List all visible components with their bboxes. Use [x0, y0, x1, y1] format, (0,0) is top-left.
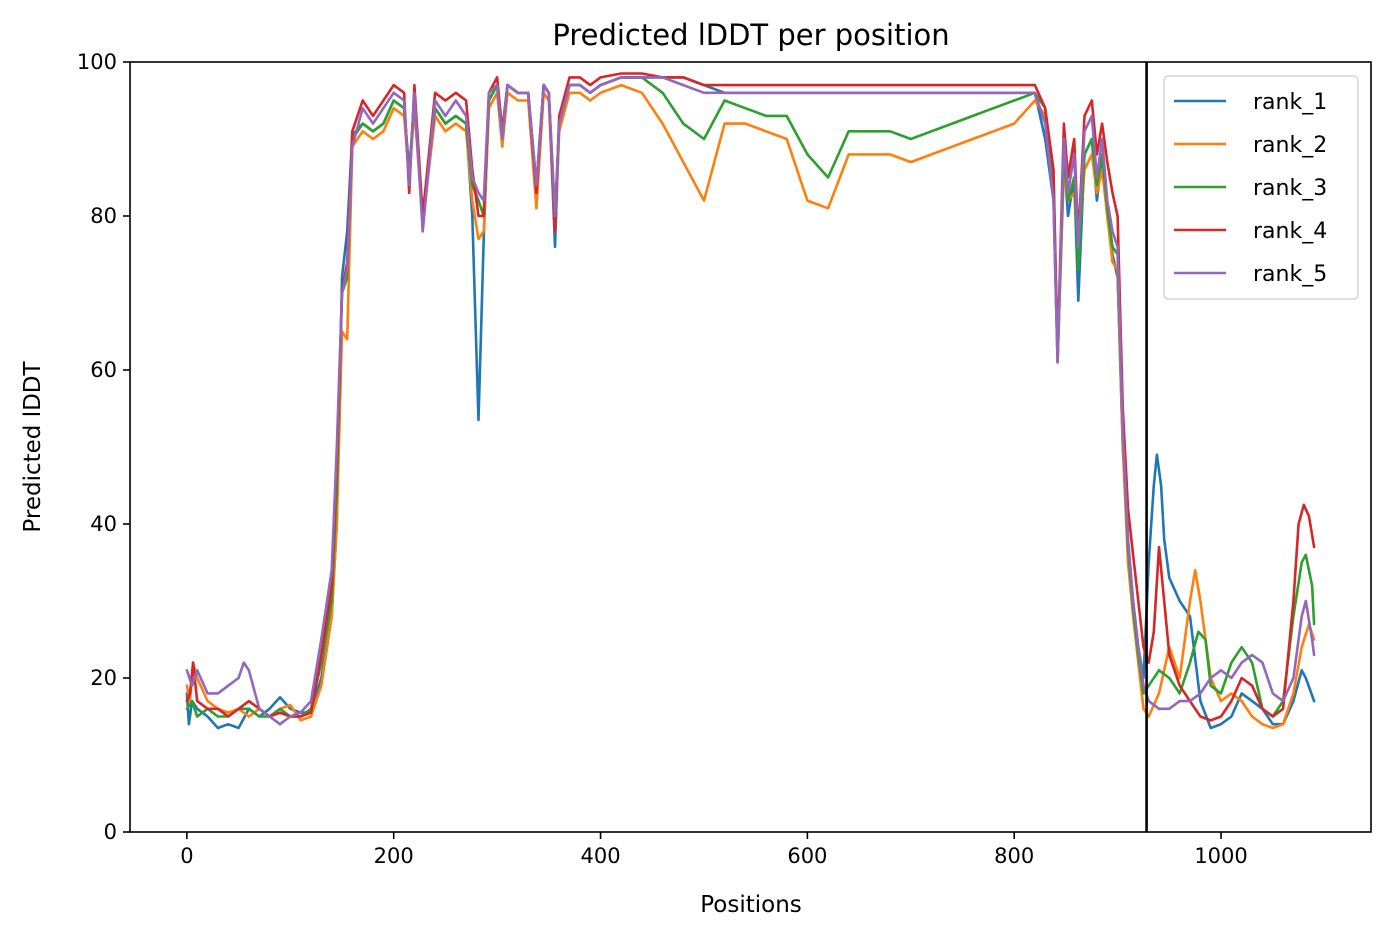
legend: rank_1 rank_2 rank_3 rank_4 rank_5 — [1163, 75, 1359, 300]
x-tick-label: 200 — [374, 844, 414, 868]
y-tick-label: 60 — [90, 358, 117, 382]
y-tick-label: 0 — [104, 820, 117, 844]
y-tick-label: 100 — [77, 50, 117, 74]
legend-box — [1163, 75, 1359, 300]
x-tick-label: 0 — [180, 844, 193, 868]
y-tick-label: 80 — [90, 204, 117, 228]
x-tick-label: 1000 — [1194, 844, 1247, 868]
y-tick-label: 20 — [90, 666, 117, 690]
y-axis-ticks: 0 20 40 60 80 100 — [77, 50, 130, 844]
legend-label-rank_1: rank_1 — [1253, 90, 1327, 115]
legend-entries: rank_1 rank_2 rank_3 rank_4 rank_5 — [1174, 90, 1327, 287]
series-line-rank_1 — [185, 76, 1316, 730]
x-axis-label: Positions — [700, 892, 802, 918]
x-tick-label: 800 — [994, 844, 1034, 868]
legend-label-rank_2: rank_2 — [1253, 133, 1327, 158]
legend-label-rank_4: rank_4 — [1253, 219, 1327, 244]
x-axis-ticks: 0 200 400 600 800 1000 — [180, 832, 1248, 868]
legend-label-rank_3: rank_3 — [1253, 176, 1327, 201]
y-tick-label: 40 — [90, 512, 117, 536]
series-layer — [185, 72, 1316, 730]
plot-frame — [129, 61, 1372, 833]
x-tick-label: 400 — [580, 844, 620, 868]
chart-title: Predicted lDDT per position — [552, 18, 949, 52]
y-axis-label: Predicted lDDT — [20, 360, 46, 532]
legend-label-rank_5: rank_5 — [1253, 262, 1327, 287]
x-tick-label: 600 — [787, 844, 827, 868]
